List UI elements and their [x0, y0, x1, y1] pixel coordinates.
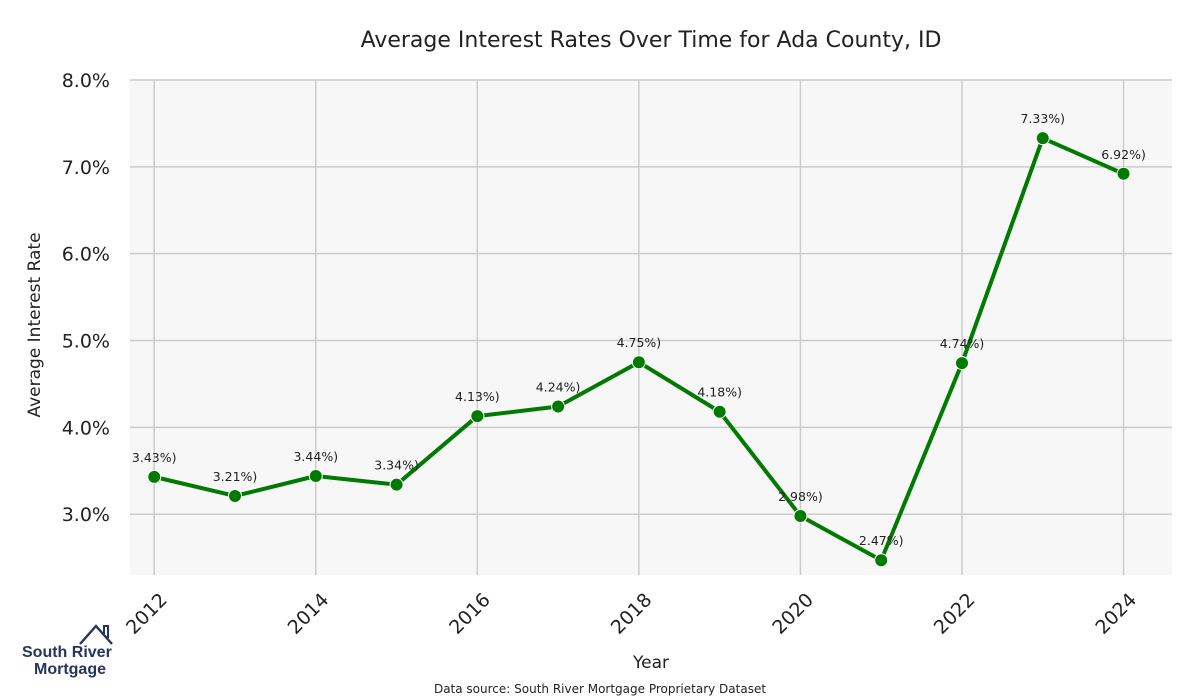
data-point [954, 356, 969, 371]
data-point [1035, 131, 1050, 146]
y-tick-label: 3.0% [62, 504, 110, 526]
data-label: 4.75%) [617, 335, 662, 350]
y-tick-label: 8.0% [62, 70, 110, 92]
data-label: 4.24%) [536, 380, 581, 395]
data-point [470, 409, 485, 424]
x-tick-label: 2014 [284, 589, 334, 639]
plot-area [130, 80, 1172, 575]
logo-line-1: South River [22, 644, 112, 661]
data-label: 3.44%) [293, 449, 338, 464]
x-tick-label: 2022 [930, 589, 980, 639]
data-point [551, 399, 566, 414]
data-point [147, 469, 162, 484]
y-axis-label: Average Interest Rate [25, 232, 45, 417]
data-points [147, 131, 1131, 568]
data-point [874, 553, 889, 568]
x-axis-ticks: 2012 2014 2016 2018 2020 2022 2024 [122, 589, 1141, 639]
data-point [228, 488, 243, 503]
x-tick-label: 2024 [1091, 589, 1141, 639]
data-label: 6.92%) [1101, 147, 1146, 162]
x-tick-label: 2016 [445, 589, 495, 639]
grid-lines [130, 79, 1172, 575]
logo-line-2: Mortgage [34, 661, 106, 678]
x-tick-label: 2020 [768, 589, 818, 639]
data-point [389, 477, 404, 492]
y-tick-label: 7.0% [62, 157, 110, 179]
data-point [793, 508, 808, 523]
data-point [631, 355, 646, 370]
y-axis-ticks: 3.0% 4.0% 5.0% 6.0% 7.0% 8.0% [62, 70, 110, 526]
data-label: 3.21%) [213, 469, 258, 484]
data-point [1116, 166, 1131, 181]
x-axis-label: Year [632, 653, 669, 673]
y-tick-label: 4.0% [62, 417, 110, 439]
data-label: 4.18%) [697, 385, 742, 400]
data-label: 3.34%) [374, 458, 419, 473]
data-label: 3.43%) [132, 450, 177, 465]
data-label: 4.74%) [940, 336, 985, 351]
data-label: 7.33%) [1020, 111, 1065, 126]
y-tick-label: 6.0% [62, 244, 110, 266]
source-note: Data source: South River Mortgage Propri… [434, 682, 766, 696]
data-label: 2.98%) [778, 489, 823, 504]
chart-title: Average Interest Rates Over Time for Ada… [361, 28, 942, 53]
data-point [712, 404, 727, 419]
brand-logo: South River Mortgage [20, 622, 120, 682]
data-label: 4.13%) [455, 389, 500, 404]
data-point [308, 469, 323, 483]
x-tick-label: 2018 [607, 589, 657, 639]
data-label: 2.47%) [859, 533, 904, 548]
house-roof-icon [79, 624, 113, 645]
y-tick-label: 5.0% [62, 331, 110, 353]
x-tick-label: 2012 [122, 589, 172, 639]
data-labels: 3.43%) 3.21%) 3.44%) 3.34%) 4.13%) 4.24%) 4.75… [132, 111, 1146, 548]
